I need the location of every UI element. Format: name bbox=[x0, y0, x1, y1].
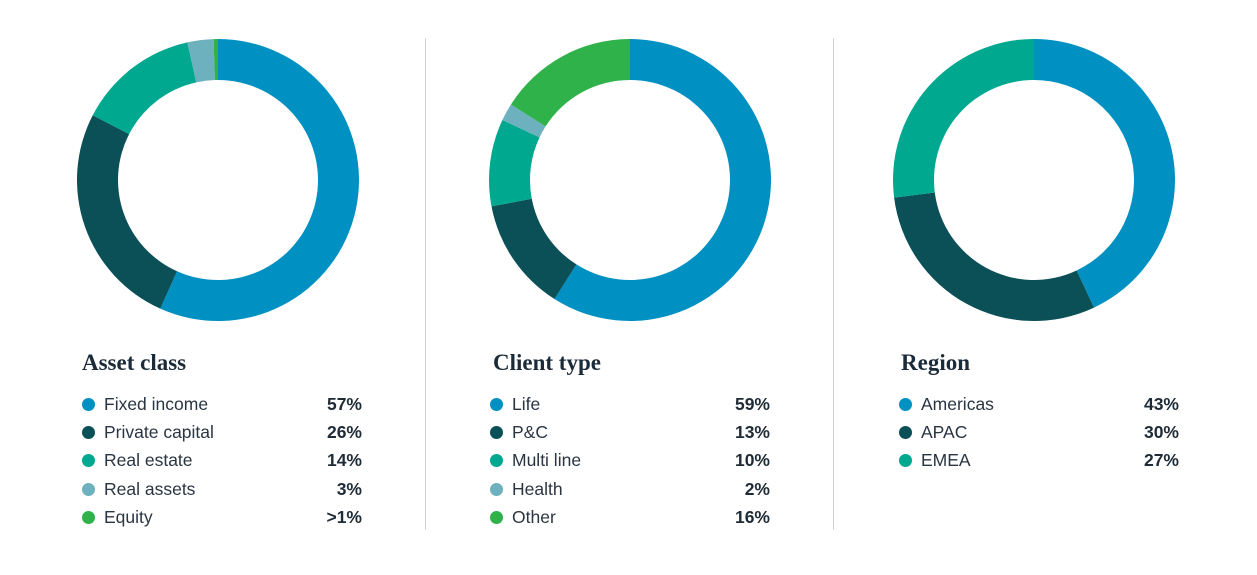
divider-left bbox=[425, 38, 426, 530]
legend-value: 30% bbox=[1143, 422, 1179, 443]
legend-item: Health 2% bbox=[490, 477, 770, 505]
legend-item: Real assets 3% bbox=[82, 477, 362, 505]
legend-swatch bbox=[899, 426, 912, 440]
legend-swatch bbox=[82, 454, 95, 468]
legend-value: 2% bbox=[744, 478, 770, 499]
legend-swatch bbox=[490, 398, 503, 411]
asset-class-slice-fixed-income bbox=[160, 39, 360, 322]
legend-label: P&C bbox=[512, 422, 548, 443]
legend-value: 27% bbox=[1143, 450, 1179, 471]
legend-item: APAC 30% bbox=[899, 420, 1179, 448]
asset-class-panel: Asset class Fixed income 57% Private capit… bbox=[0, 0, 410, 575]
asset-class-slice-equity bbox=[213, 39, 218, 81]
asset-class-donut bbox=[77, 39, 360, 322]
client-type-slice-health bbox=[502, 104, 546, 138]
legend-value: 26% bbox=[326, 422, 362, 443]
legend-label: Americas bbox=[921, 394, 994, 414]
legend-swatch bbox=[899, 454, 912, 468]
legend-swatch bbox=[490, 510, 503, 524]
client-type-slice-multi-line bbox=[489, 119, 540, 207]
legend-label: Multi line bbox=[512, 450, 582, 471]
asset-class-slice-real-estate bbox=[92, 42, 197, 135]
region-donut bbox=[893, 39, 1175, 321]
legend-label: Private capital bbox=[104, 422, 214, 443]
legend-swatch bbox=[490, 426, 503, 440]
legend-label: Real estate bbox=[104, 450, 193, 471]
client-type-slice-life bbox=[554, 39, 771, 321]
client-type-panel: Client type Life 59% P&C 13% Multi line 10% He… bbox=[412, 0, 822, 575]
asset-class-legend: Fixed income 57% Private capital 26% Real es… bbox=[82, 392, 362, 533]
legend-label: Other bbox=[512, 506, 556, 527]
legend-swatch bbox=[899, 398, 912, 411]
asset-class-title: Asset class bbox=[82, 350, 187, 375]
legend-swatch bbox=[82, 482, 95, 496]
legend-swatch bbox=[82, 426, 95, 440]
legend-item: Fixed income 57% bbox=[82, 392, 362, 420]
legend-item: Americas 43% bbox=[899, 392, 1179, 420]
region-panel: Region Americas 43% APAC 30% EMEA 27% bbox=[816, 0, 1226, 575]
legend-item: Life 59% bbox=[490, 392, 770, 420]
legend-swatch bbox=[82, 398, 95, 411]
region-legend: Americas 43% APAC 30% EMEA 27% bbox=[899, 392, 1179, 477]
legend-label: EMEA bbox=[921, 450, 971, 471]
client-type-slice-pandc bbox=[491, 198, 577, 300]
legend-value: 14% bbox=[326, 450, 362, 471]
region-slice-apac bbox=[894, 192, 1095, 321]
client-type-legend: Life 59% P&C 13% Multi line 10% Health 2% Other 1… bbox=[490, 392, 770, 533]
legend-item: P&C 13% bbox=[490, 420, 770, 448]
legend-item: Equity >1% bbox=[82, 505, 362, 533]
legend-swatch bbox=[490, 482, 503, 496]
legend-label: APAC bbox=[921, 422, 968, 443]
client-type-slice-other bbox=[510, 39, 630, 127]
legend-item: Other 16% bbox=[490, 505, 770, 533]
region-slice-emea bbox=[893, 39, 1034, 198]
legend-item: EMEA 27% bbox=[899, 448, 1179, 476]
legend-label: Health bbox=[512, 478, 563, 499]
legend-item: Multi line 10% bbox=[490, 448, 770, 476]
legend-value: 59% bbox=[734, 394, 770, 414]
region-slice-americas bbox=[1034, 39, 1175, 308]
asset-class-slice-private-capital bbox=[77, 115, 178, 309]
legend-value: 43% bbox=[1143, 394, 1179, 414]
legend-label: Equity bbox=[104, 506, 153, 527]
legend-swatch bbox=[82, 510, 95, 524]
client-type-donut bbox=[489, 39, 771, 321]
legend-swatch bbox=[490, 454, 503, 468]
legend-item: Real estate 14% bbox=[82, 448, 362, 476]
legend-value: 10% bbox=[734, 450, 770, 471]
divider-right bbox=[833, 38, 834, 530]
region-title: Region bbox=[901, 350, 970, 375]
legend-value: 3% bbox=[336, 478, 362, 499]
client-type-title: Client type bbox=[493, 350, 601, 375]
legend-value: 57% bbox=[326, 394, 362, 414]
asset-class-slice-real-assets bbox=[187, 39, 215, 83]
legend-label: Life bbox=[512, 394, 541, 414]
legend-item: Private capital 26% bbox=[82, 420, 362, 448]
legend-label: Real assets bbox=[104, 478, 196, 499]
legend-label: Fixed income bbox=[104, 394, 209, 414]
legend-value: >1% bbox=[326, 506, 362, 527]
legend-value: 16% bbox=[734, 506, 770, 527]
legend-value: 13% bbox=[734, 422, 770, 443]
